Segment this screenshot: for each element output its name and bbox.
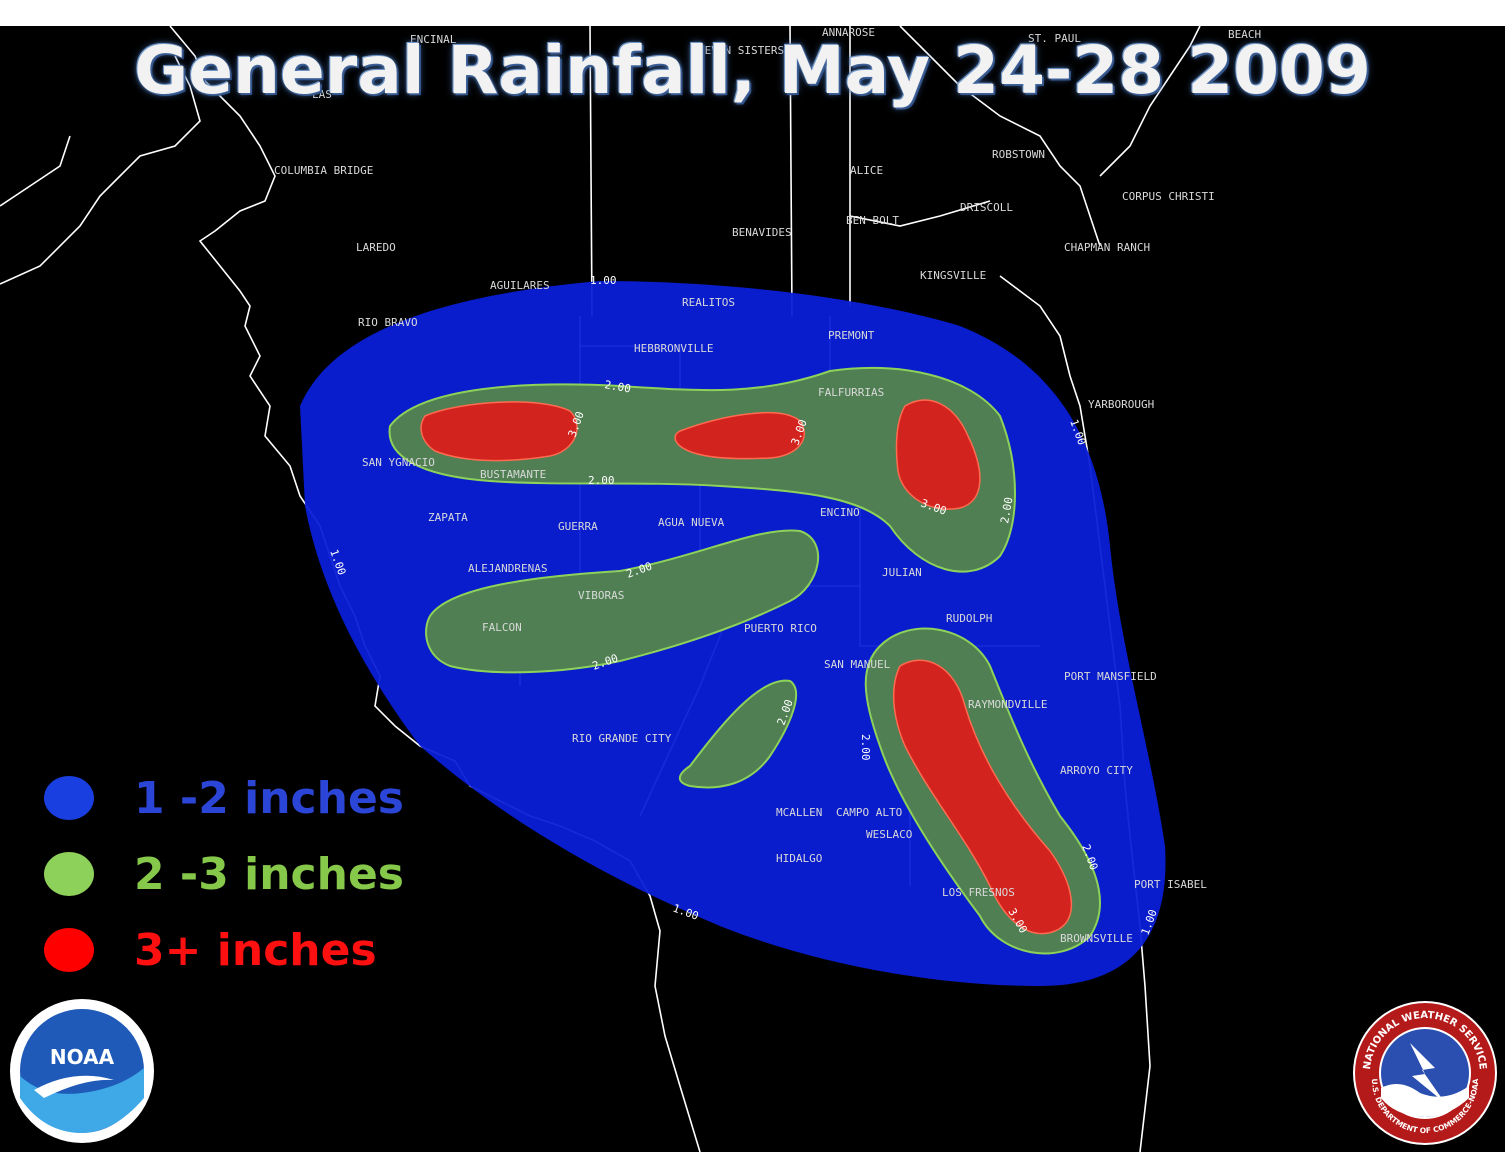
place-label: PORT ISABEL <box>1134 878 1207 891</box>
place-label: CHAPMAN RANCH <box>1064 241 1150 254</box>
place-label: ENCINO <box>820 506 860 519</box>
noaa-logo-text: NOAA <box>50 1045 115 1069</box>
contour-label: 2.00 <box>603 378 631 395</box>
legend-label: 1 -2 inches <box>134 772 404 824</box>
place-label: LAREDO <box>356 241 396 254</box>
place-label: BENAVIDES <box>732 226 792 239</box>
place-label: CAMPO ALTO <box>836 806 902 819</box>
place-label: VIBORAS <box>578 589 624 602</box>
place-label: SAN YGNACIO <box>362 456 435 469</box>
place-label: CORPUS CHRISTI <box>1122 190 1215 203</box>
place-label: ST. PAUL <box>1028 32 1081 45</box>
place-label: COLUMBIA BRIDGE <box>274 164 373 177</box>
place-label: PREMONT <box>828 329 875 342</box>
place-label: BEACH <box>1228 28 1261 41</box>
place-label: ARROYO CITY <box>1060 764 1133 777</box>
place-label: ALICE <box>850 164 883 177</box>
place-label: PORT MANSFIELD <box>1064 670 1157 683</box>
place-label: RIO BRAVO <box>358 316 418 329</box>
place-label: BEN BOLT <box>846 214 899 227</box>
place-label: AGUILARES <box>490 279 550 292</box>
place-label: JULIAN <box>882 566 922 579</box>
place-label: FALFURRIAS <box>818 386 884 399</box>
place-label: LAS <box>312 88 332 101</box>
legend-item-2-3: 2 -3 inches <box>44 844 404 904</box>
place-label: LOS FRESNOS <box>942 886 1015 899</box>
place-label: FALCON <box>482 621 522 634</box>
legend-item-3-plus: 3+ inches <box>44 920 377 980</box>
place-label: RUDOLPH <box>946 612 992 625</box>
legend-swatch <box>44 928 94 972</box>
rainfall-bands-3-plus <box>420 399 1073 935</box>
contour-label: 1.00 <box>590 274 617 287</box>
place-label: PUERTO RICO <box>744 622 817 635</box>
place-label: BROWNSVILLE <box>1060 932 1133 945</box>
place-label: ANNAROSE <box>822 26 875 39</box>
map-title: General Rainfall, May 24-28 2009 <box>134 32 1371 109</box>
place-label: AGUA NUEVA <box>658 516 725 529</box>
legend-swatch <box>44 852 94 896</box>
place-label: REALITOS <box>682 296 735 309</box>
place-label: BUSTAMANTE <box>480 468 546 481</box>
legend-label: 2 -3 inches <box>134 848 404 900</box>
place-label: RIO GRANDE CITY <box>572 732 672 745</box>
place-label: HEBBRONVILLE <box>634 342 713 355</box>
map-canvas: ENCINAL SEVEN SISTERS ANNAROSE ST. PAUL … <box>0 26 1261 1152</box>
place-label: HIDALGO <box>776 852 822 865</box>
legend-swatch <box>44 776 94 820</box>
place-label: WESLACO <box>866 828 912 841</box>
place-label: MCALLEN <box>776 806 822 819</box>
contour-label: 2.00 <box>588 474 615 487</box>
legend-label: 3+ inches <box>134 924 377 976</box>
place-label: ZAPATA <box>428 511 468 524</box>
noaa-logo: NOAA <box>10 999 154 1143</box>
place-label: ENCINAL <box>410 33 457 46</box>
place-label: SEVEN SISTERS <box>698 44 784 57</box>
place-label: YARBOROUGH <box>1088 398 1154 411</box>
contour-label: 2.00 <box>998 496 1015 524</box>
legend-item-1-2: 1 -2 inches <box>44 768 404 828</box>
place-label: ROBSTOWN <box>992 148 1045 161</box>
contour-label: 2.00 <box>859 734 872 761</box>
place-label: RAYMONDVILLE <box>968 698 1047 711</box>
place-label: KINGSVILLE <box>920 269 986 282</box>
place-label: SAN MANUEL <box>824 658 891 671</box>
nws-logo: NATIONAL WEATHER SERVICE U.S. DEPARTMENT… <box>1353 1001 1497 1145</box>
place-label: GUERRA <box>558 520 598 533</box>
place-label: ALEJANDRENAS <box>468 562 547 575</box>
rainfall-map: ENCINAL SEVEN SISTERS ANNAROSE ST. PAUL … <box>0 26 1505 1152</box>
place-labels: ENCINAL SEVEN SISTERS ANNAROSE ST. PAUL … <box>274 26 1261 945</box>
place-label: DRISCOLL <box>960 201 1013 214</box>
